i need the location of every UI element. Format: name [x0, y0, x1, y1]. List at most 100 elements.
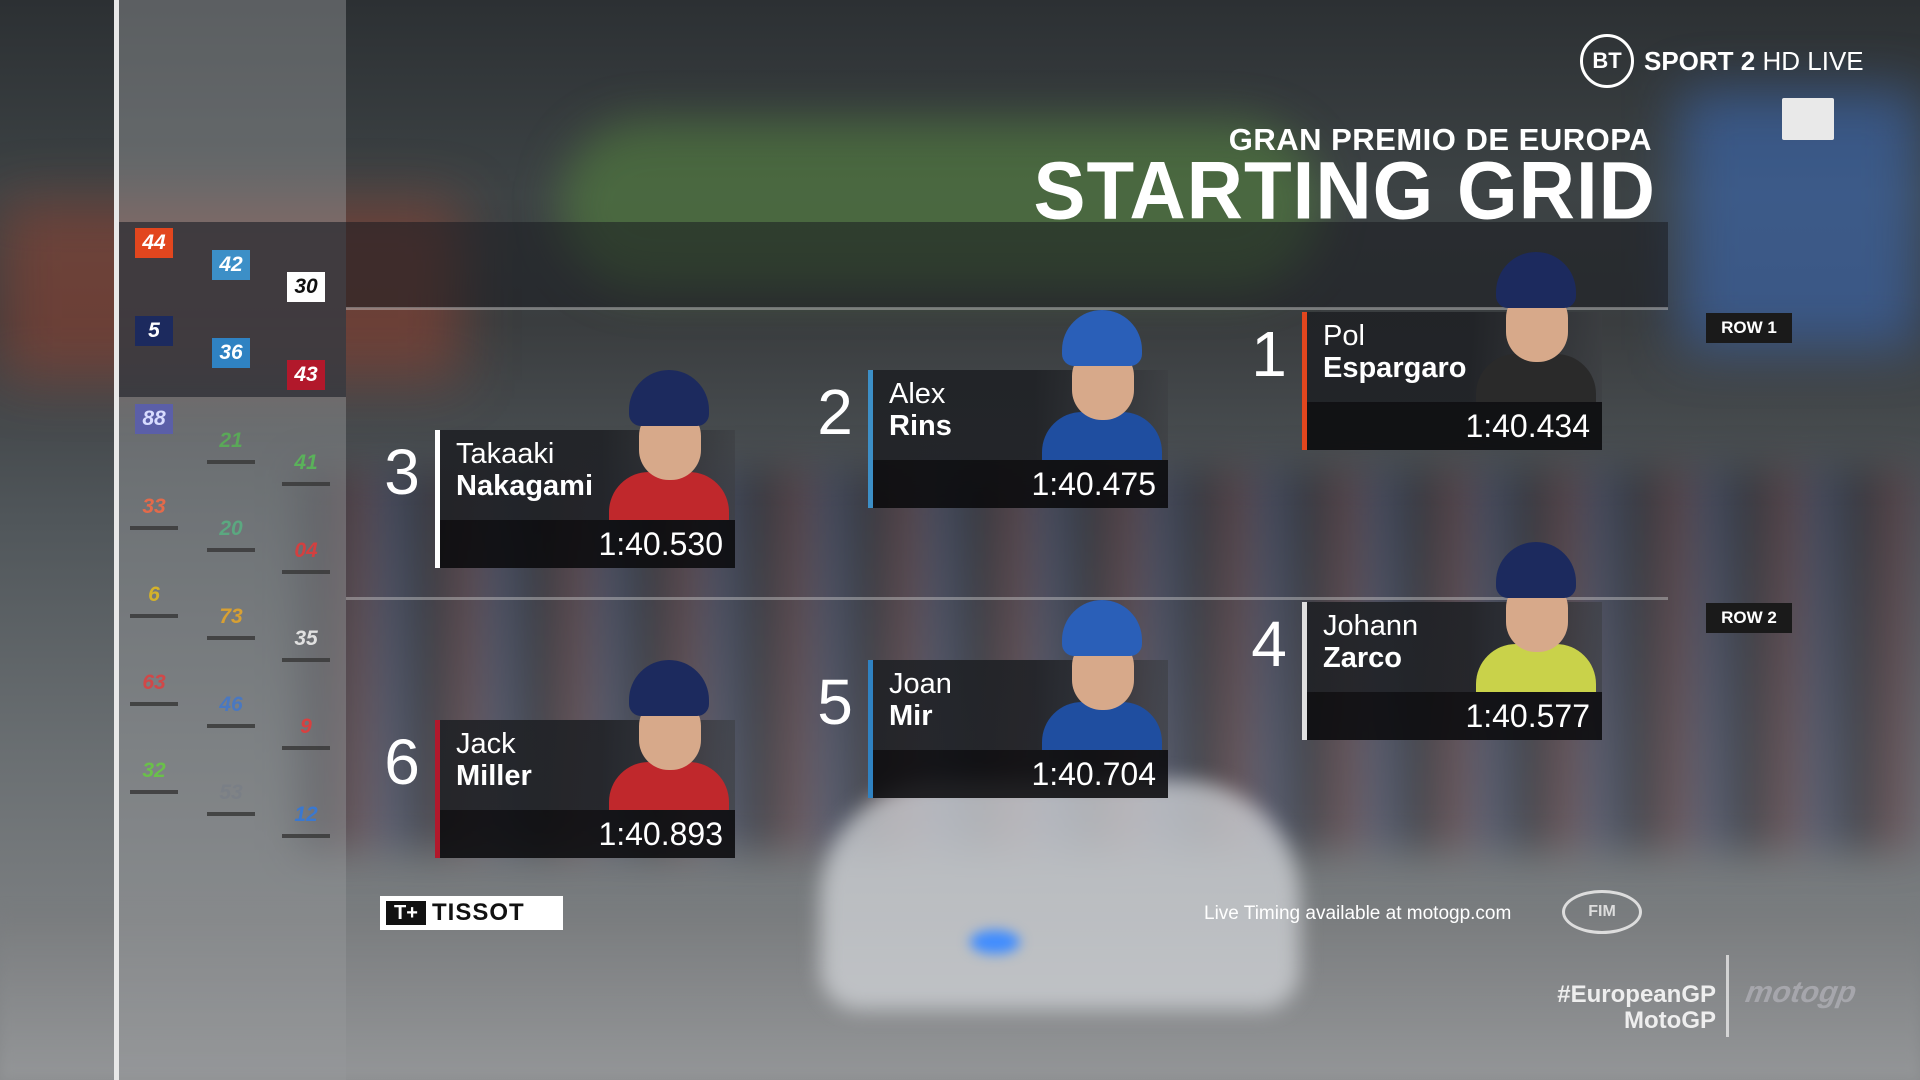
lap-time: 1:40.704 — [868, 750, 1168, 798]
grid-number: 46 — [219, 693, 243, 716]
grid-number-item: 12 — [282, 800, 330, 838]
grid-number: 36 — [212, 338, 250, 368]
tissot-logo: T+ TISSOT — [380, 896, 563, 930]
grid-number-underline — [282, 746, 330, 750]
broadcaster-logo: BT SPORT 2 HD LIVE — [1580, 34, 1864, 88]
rider-cap — [629, 370, 709, 426]
lap-time: 1:40.893 — [435, 810, 735, 858]
rider-last-name: Mir — [889, 700, 933, 732]
rider-portrait — [1042, 600, 1162, 750]
rider-cap — [1062, 310, 1142, 366]
rider-portrait — [609, 370, 729, 520]
rider-card: 6 Jack Miller 1:40.893 — [384, 660, 735, 858]
channel-label: SPORT 2 HD LIVE — [1644, 46, 1864, 77]
rider-card: 3 Takaaki Nakagami 1:40.530 — [384, 370, 735, 568]
grid-number-item: 73 — [207, 602, 255, 640]
row-1-badge: ROW 1 — [1706, 313, 1792, 343]
corner-box — [1782, 98, 1834, 140]
grid-number-item: 44 — [130, 228, 178, 258]
rider-last-name: Miller — [456, 760, 532, 792]
grid-number: 43 — [287, 360, 325, 390]
grid-number-underline — [130, 790, 178, 794]
grid-number-item: 32 — [130, 756, 178, 794]
grid-number: 88 — [135, 404, 173, 434]
grid-number-underline — [207, 724, 255, 728]
grid-number: 53 — [219, 781, 243, 804]
rider-last-name: Zarco — [1323, 642, 1402, 674]
rider-card: 2 Alex Rins 1:40.475 — [817, 310, 1168, 508]
grid-position: 4 — [1251, 608, 1287, 680]
grid-number-underline — [282, 658, 330, 662]
rider-name-box: Johann Zarco — [1302, 602, 1602, 692]
grid-number-item: 35 — [282, 624, 330, 662]
grid-number: 44 — [135, 228, 173, 258]
grid-number-underline — [207, 812, 255, 816]
rider-cap — [1496, 252, 1576, 308]
rider-card: 4 Johann Zarco 1:40.577 — [1251, 542, 1602, 740]
grid-number: 30 — [287, 272, 325, 302]
grid-number-underline — [282, 570, 330, 574]
grid-number-underline — [207, 460, 255, 464]
grid-number-underline — [207, 548, 255, 552]
grid-overview-divider — [114, 0, 119, 1080]
tissot-cross-icon: T+ — [386, 901, 426, 925]
rider-portrait — [609, 660, 729, 810]
rider-suit — [1042, 702, 1162, 750]
hashtag-block: #EuropeanGP MotoGP — [1557, 982, 1716, 1034]
header-band — [346, 222, 1668, 308]
grid-number: 9 — [300, 715, 312, 738]
grid-number-item: 88 — [130, 404, 178, 434]
rider-suit — [1042, 412, 1162, 460]
rider-card: 1 Pol Espargaro 1:40.434 — [1251, 252, 1602, 450]
lap-time: 1:40.530 — [435, 520, 735, 568]
grid-number: 63 — [142, 671, 166, 694]
grid-number: 5 — [135, 316, 173, 346]
grid-number-item: 53 — [207, 778, 255, 816]
rider-last-name: Nakagami — [456, 470, 594, 502]
live-timing-notice: Live Timing available at motogp.com — [1204, 903, 1512, 924]
series-name: MotoGP — [1624, 1007, 1716, 1034]
background-safety-car — [820, 780, 1300, 1010]
grid-number-item: 43 — [282, 360, 330, 390]
grid-number-item: 9 — [282, 712, 330, 750]
grid-number-underline — [130, 526, 178, 530]
rider-first-name: Takaaki — [456, 438, 555, 470]
rider-suit — [609, 762, 729, 810]
grid-number-underline — [282, 834, 330, 838]
grid-number: 12 — [294, 803, 318, 826]
tissot-word: TISSOT — [432, 899, 525, 926]
grid-number-underline — [130, 614, 178, 618]
rider-cap — [1062, 600, 1142, 656]
grid-number-item: 20 — [207, 514, 255, 552]
grid-position: 5 — [817, 666, 853, 738]
rider-last-name: Espargaro — [1323, 352, 1467, 384]
grid-number-item: 36 — [207, 338, 255, 368]
grid-number-item: 41 — [282, 448, 330, 486]
grid-number-underline — [207, 636, 255, 640]
grid-number-underline — [130, 702, 178, 706]
grid-number-underline — [282, 482, 330, 486]
grid-overview-panel — [116, 0, 346, 1080]
lap-time: 1:40.475 — [868, 460, 1168, 508]
grid-number-item: 30 — [282, 272, 330, 302]
grid-number: 21 — [219, 429, 243, 452]
rider-first-name: Jack — [456, 728, 516, 760]
rider-first-name: Johann — [1323, 610, 1419, 642]
grid-position: 3 — [384, 436, 420, 508]
grid-position: 1 — [1251, 318, 1287, 390]
grid-number-item: 5 — [130, 316, 178, 346]
rider-suit — [1476, 644, 1596, 692]
grid-position: 2 — [817, 376, 853, 448]
rider-first-name: Pol — [1323, 320, 1365, 352]
grid-number: 73 — [219, 605, 243, 628]
rider-cap — [1496, 542, 1576, 598]
rider-cap — [629, 660, 709, 716]
grid-number: 32 — [142, 759, 166, 782]
rider-portrait — [1476, 542, 1596, 692]
rider-card: 5 Joan Mir 1:40.704 — [817, 600, 1168, 798]
row-1-line — [346, 307, 1668, 310]
grid-number: 33 — [142, 495, 166, 518]
channel-name: SPORT 2 — [1644, 45, 1756, 76]
grid-number-item: 04 — [282, 536, 330, 574]
background-car-light — [970, 930, 1020, 954]
